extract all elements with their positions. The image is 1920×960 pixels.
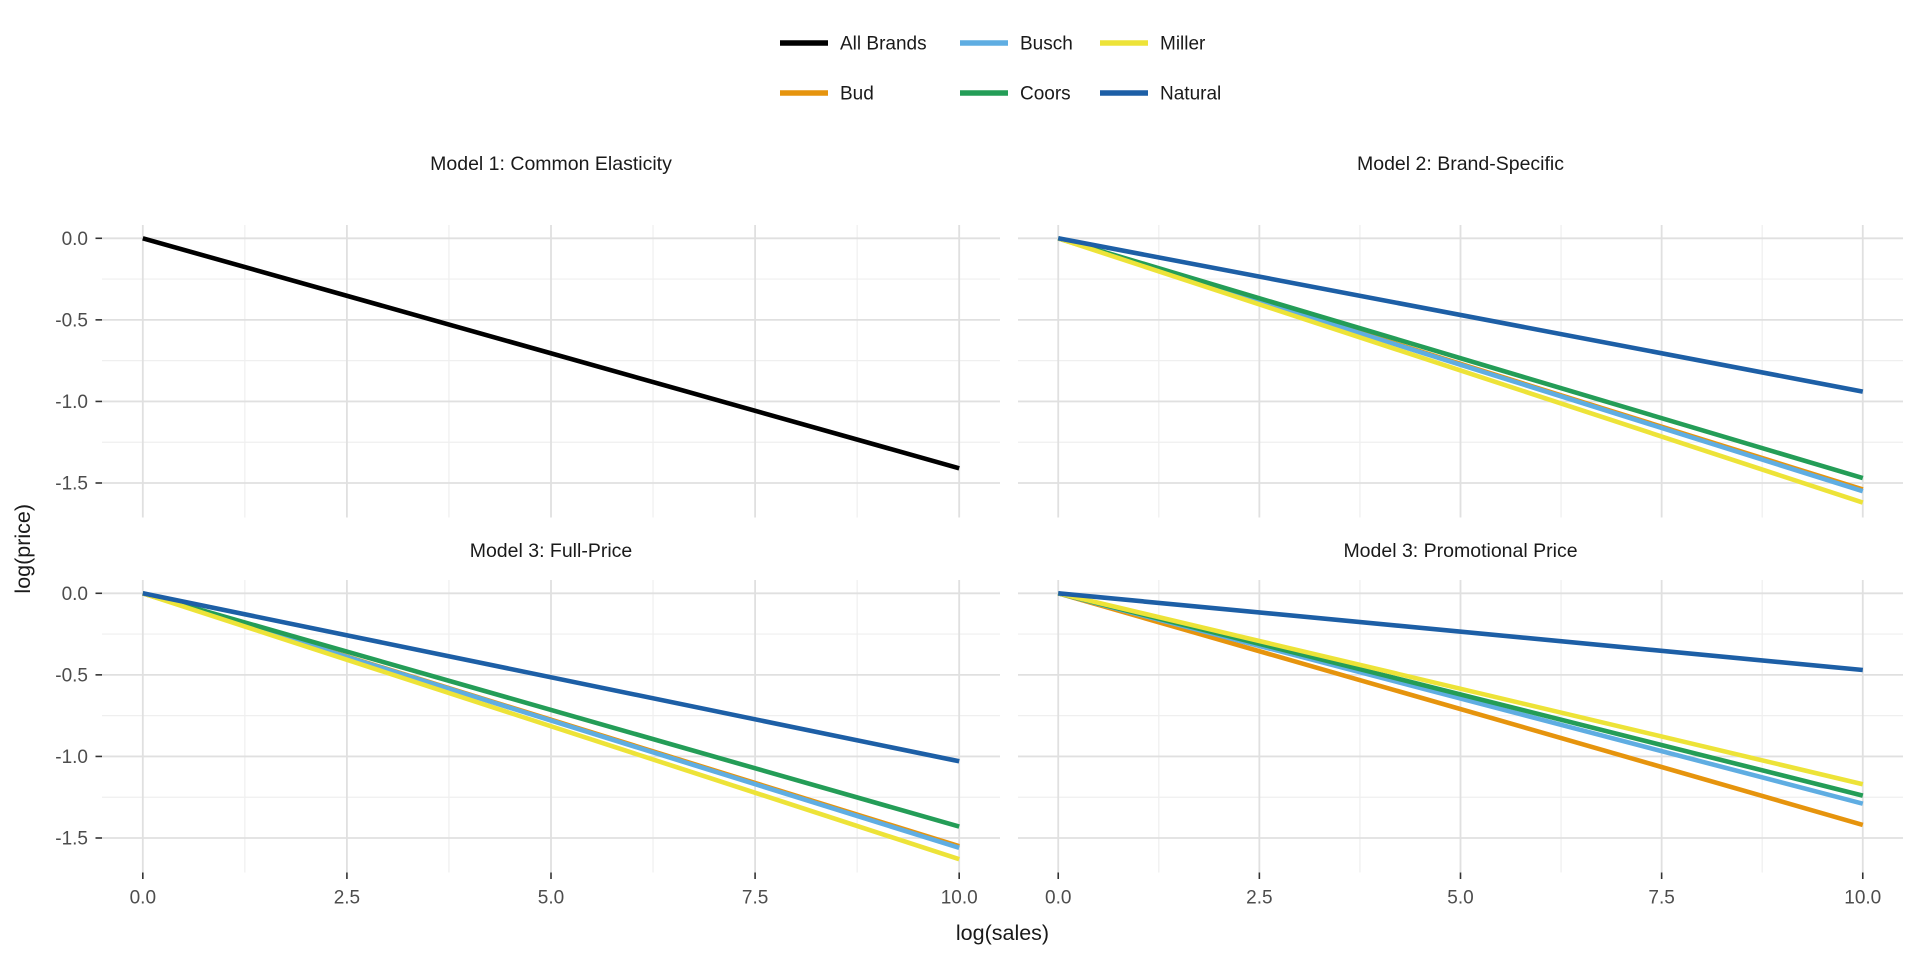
legend-swatch-line	[780, 90, 828, 96]
panel-3: Model 3: Full-Price 0.0 -0.5 -1.0 -1.5 0.0 2.5…	[55, 540, 1000, 909]
y-tick-label: -1.0	[55, 392, 88, 413]
series-line-miller	[142, 591, 960, 862]
series-line-miller	[1057, 236, 1864, 505]
panel-1: Model 1: Common Elasticity 0.0 -0.5 -1.0 -1.…	[55, 153, 1000, 518]
panel-title: Model 1: Common Elasticity	[430, 153, 672, 175]
x-tick-label: 10.0	[1844, 888, 1881, 909]
legend-swatch-line	[960, 40, 1008, 46]
panel-4: Model 3: Promotional Price 0.0 2.5 5.0 7.5 10…	[1018, 540, 1903, 909]
legend-item-all-brands: All Brands	[780, 34, 927, 55]
series-line-coors	[1057, 236, 1864, 481]
legend-item-bud: Bud	[780, 84, 874, 105]
y-tick-label: -1.0	[55, 747, 88, 768]
x-tick-label: 7.5	[1648, 888, 1674, 909]
legend-label: Miller	[1160, 34, 1206, 55]
x-tick-label: 0.0	[130, 888, 156, 909]
x-tick-label: 7.5	[742, 888, 768, 909]
legend-label: Coors	[1020, 84, 1071, 105]
series-line-natural	[142, 591, 960, 764]
x-axis-title: log(sales)	[956, 921, 1049, 945]
legend-label: All Brands	[840, 34, 927, 55]
series-line-all-brands	[142, 236, 960, 471]
panel-title: Model 3: Promotional Price	[1343, 540, 1577, 562]
y-tick-label: 0.0	[62, 229, 88, 250]
legend-label: Natural	[1160, 84, 1221, 105]
legend-label: Bud	[840, 84, 874, 105]
y-tick-label: -1.5	[55, 473, 88, 494]
x-tick-label: 2.5	[1246, 888, 1272, 909]
legend-swatch-line	[1100, 40, 1148, 46]
series-line-bud	[1057, 591, 1864, 828]
x-tick-label: 2.5	[334, 888, 360, 909]
legend-label: Busch	[1020, 34, 1073, 55]
x-tick-label: 10.0	[941, 888, 978, 909]
y-tick-label: -1.5	[55, 828, 88, 849]
legend-item-coors: Coors	[960, 84, 1071, 105]
legend-swatch-line	[1100, 90, 1148, 96]
x-tick-label: 5.0	[1447, 888, 1473, 909]
y-tick-label: -0.5	[55, 665, 88, 686]
x-tick-label: 5.0	[538, 888, 564, 909]
panel-title: Model 3: Full-Price	[470, 540, 633, 562]
y-axis-title: log(price)	[11, 504, 35, 594]
panel-2: Model 2: Brand-Specific	[1018, 153, 1903, 518]
series-line-natural	[1057, 236, 1864, 394]
legend-item-natural: Natural	[1100, 84, 1221, 105]
x-tick-label: 0.0	[1045, 888, 1071, 909]
legend: All Brands Busch Miller Bud Coors Natural	[780, 34, 1221, 105]
panel-title: Model 2: Brand-Specific	[1357, 153, 1564, 175]
legend-swatch-line	[780, 40, 828, 46]
series-line-coors	[142, 591, 960, 829]
y-tick-label: -0.5	[55, 310, 88, 331]
legend-swatch-line	[960, 90, 1008, 96]
y-tick-label: 0.0	[62, 584, 88, 605]
series-line-miller	[1057, 591, 1864, 787]
series-line-natural	[1057, 591, 1864, 673]
legend-item-miller: Miller	[1100, 34, 1206, 55]
legend-item-busch: Busch	[960, 34, 1073, 55]
